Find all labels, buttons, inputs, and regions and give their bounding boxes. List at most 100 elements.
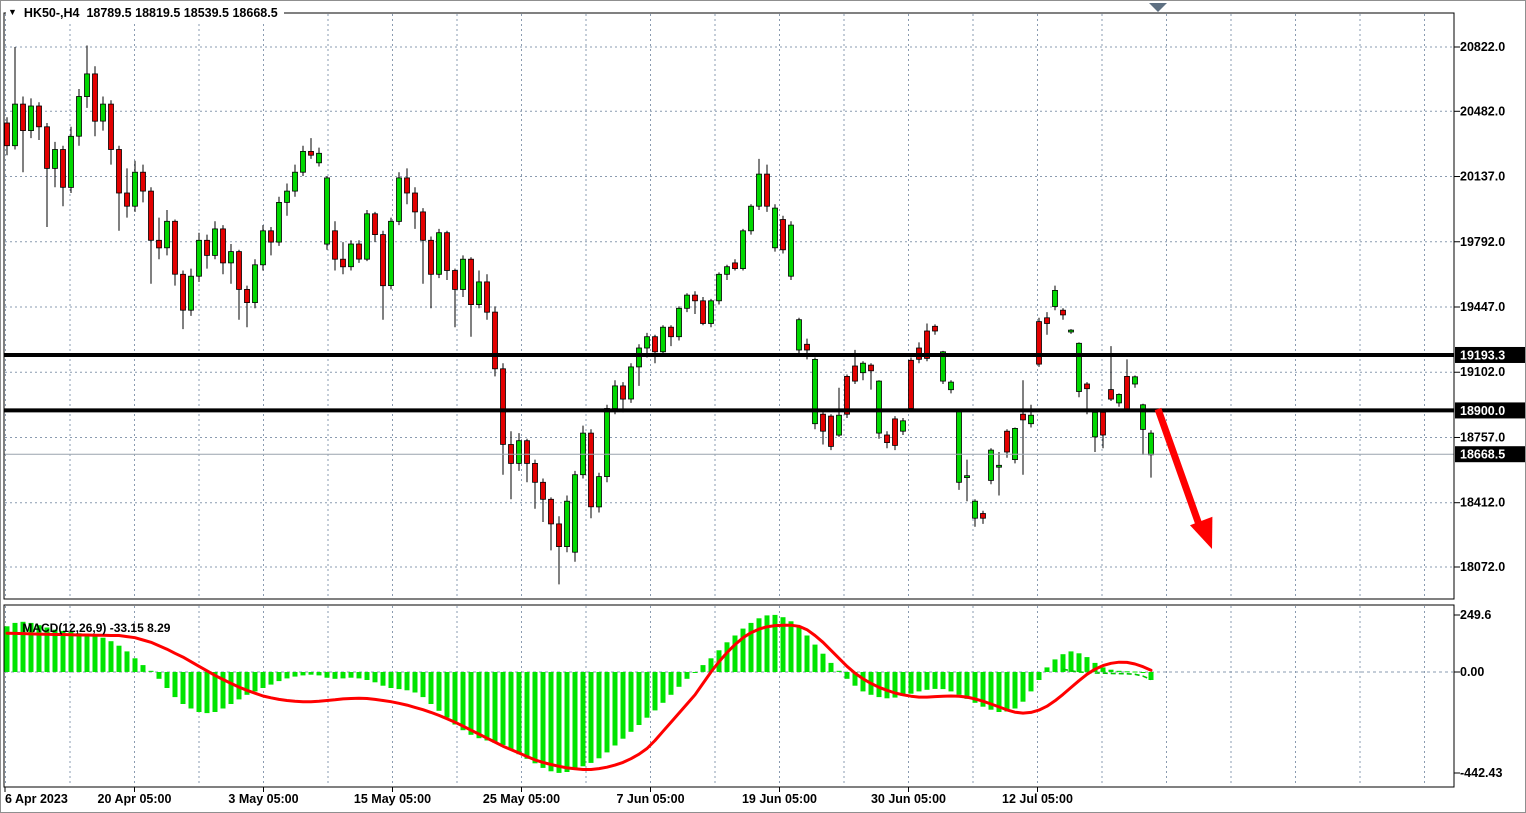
candle-body [932,325,938,332]
candle [236,249,242,320]
candle-body [356,243,362,260]
candle-body [380,234,386,287]
candle-body [364,213,370,260]
candle-body [412,192,418,213]
candle-body [172,220,178,275]
price-tick-label: 20137.0 [1460,170,1505,184]
candle-body [1004,430,1010,453]
candle-body [1076,342,1082,392]
macd-histogram-bar [380,672,386,686]
candle-body [828,415,834,447]
candle-body [428,239,434,275]
arrow-object-shaft[interactable] [1154,407,1206,535]
quote-low: 18539.5 [183,6,229,20]
candle-body [700,300,706,324]
macd-histogram-bar [396,672,402,690]
macd-histogram-bar [540,672,546,768]
candle-body [884,434,890,443]
candle-body [756,173,762,207]
candle [412,187,418,229]
macd-histogram-bar [524,672,530,759]
candle-body [1012,427,1018,460]
candle [12,47,18,150]
macd-histogram-bar [92,635,98,672]
candle-body [668,326,674,338]
macd-signal-line [5,623,1153,771]
macd-histogram-bar [68,632,74,672]
macd-histogram-bar [300,672,306,676]
candle-body [1052,289,1058,307]
symbol-dropdown-icon[interactable]: ▼ [8,7,17,17]
candle [788,221,794,280]
macd-histogram-bar [724,642,730,672]
symbol-period-label: HK50-,H4 [23,6,80,20]
candle [660,325,666,356]
macd-histogram-bar [1044,667,1050,672]
candle-body [676,307,682,338]
candle [1028,404,1034,428]
candle-body [1140,404,1146,430]
candle [1068,329,1074,334]
macd-histogram-bar [412,672,418,693]
candle [68,126,74,193]
candle [396,172,402,226]
time-tick-label: 3 May 05:00 [228,792,298,806]
candle-body [556,523,562,548]
macd-histogram-bar [564,672,570,772]
macd-histogram-bar [572,672,578,770]
quote-open: 18789.5 [86,6,132,20]
candle-body [532,462,538,483]
candle [164,210,170,256]
candle [1060,308,1066,320]
macd-histogram-bar [1108,669,1114,672]
candle [140,164,146,203]
macd-histogram-bar [580,672,586,767]
candle [1092,411,1098,452]
price-badge [1455,346,1525,363]
macd-histogram-bar [628,672,634,732]
time-tick-label: 20 Apr 05:00 [98,792,172,806]
macd-histogram-bar [164,672,170,688]
macd-histogram-bar [684,672,690,679]
candle [364,210,370,262]
candle-body [140,171,146,192]
candle [452,268,458,328]
candle-body [236,251,242,290]
chart-shift-marker-icon[interactable] [1149,3,1167,12]
macd-histogram-bar [220,672,226,709]
macd-histogram-bar [780,617,786,672]
macd-histogram-bar [884,672,890,699]
macd-histogram-bar [508,672,514,750]
macd-histogram-bar [660,672,666,703]
candle-body [780,219,786,251]
candle-body [476,281,482,305]
candle [756,158,762,210]
candle-body [340,258,346,268]
candle-body [996,464,1002,468]
candle-body [1044,317,1050,324]
macd-histogram-bar [324,672,330,678]
candle [356,240,362,263]
candle-body [252,264,258,303]
candle [276,196,282,246]
candle-body [212,228,218,256]
candle-body [924,330,930,359]
macd-histogram-bar [876,672,882,698]
candle-body [468,258,474,306]
price-badge [1455,402,1525,419]
candle-body [20,103,26,131]
macd-histogram-bar [916,672,922,692]
price-badge-label: 18900.0 [1460,404,1505,418]
macd-histogram-bar [148,670,154,672]
candle [820,412,826,445]
macd-histogram-bar [1052,659,1058,672]
arrow-object-head[interactable] [1190,516,1213,549]
price-tick-label: 18757.0 [1460,430,1505,444]
candle-body [716,273,722,302]
macd-histogram-bar [204,672,210,714]
macd-histogram-bar [620,672,626,739]
candle [900,418,906,435]
candle [964,459,970,502]
candle [484,274,490,320]
